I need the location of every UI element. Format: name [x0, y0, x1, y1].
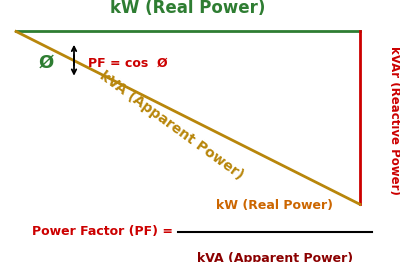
Text: kW (Real Power): kW (Real Power) [110, 0, 266, 17]
Text: kW (Real Power): kW (Real Power) [216, 199, 334, 212]
Text: kVA (Apparent Power): kVA (Apparent Power) [98, 69, 246, 183]
Text: kVA (Apparent Power): kVA (Apparent Power) [197, 252, 353, 262]
Text: Ø: Ø [38, 54, 54, 72]
Text: PF = cos  Ø: PF = cos Ø [88, 56, 168, 69]
Text: kVAr (Reactive Power): kVAr (Reactive Power) [388, 46, 400, 195]
Text: Power Factor (PF) =: Power Factor (PF) = [32, 225, 173, 238]
